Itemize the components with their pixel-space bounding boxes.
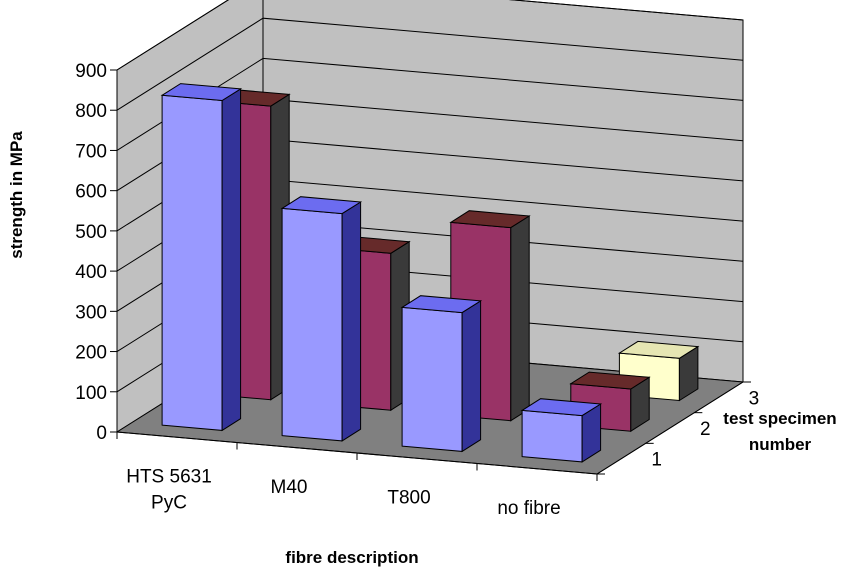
bar-top [617,340,700,359]
y-tick-label: 900 [75,61,107,82]
depth-tick-label: 2 [700,419,711,440]
bar-front [281,207,343,442]
axes [110,69,751,481]
bar-top [569,371,651,390]
y-tick-label: 500 [75,222,107,243]
depth-tick-label: 1 [651,450,662,471]
y-tick-label: 600 [75,182,107,203]
bar-top [400,295,483,314]
y-tick-label: 400 [75,262,107,283]
bar-top [160,83,243,102]
bar-side [461,299,482,453]
gridline [116,17,744,111]
bar-1-0 [160,83,243,432]
bars [160,83,700,463]
y-tick-label: 800 [75,101,107,122]
bar-1-1 [280,196,363,442]
y-tick-label: 200 [75,343,107,364]
y-axis-title: strength in MPa [7,131,26,259]
bar-side [510,215,530,422]
bar-side [341,201,362,442]
x-category-label: PyC [151,492,187,513]
bar-top [449,210,531,229]
bar-front [401,306,463,452]
y-tick-label: 0 [96,423,107,444]
gridline [116,0,744,71]
bar-top [280,196,363,215]
bar-top [520,398,603,417]
y-tick-label: 300 [75,302,107,323]
bar-1-3 [520,398,603,463]
x-axis-title: fibre description [285,548,418,567]
bar-side [221,87,242,432]
bar-front [161,94,223,431]
depth-axis-title: test specimen number [723,409,836,454]
y-tick-label: 100 [75,383,107,404]
x-category-label: T800 [387,487,430,508]
x-category-label: M40 [271,477,308,498]
x-category-label: no fibre [497,498,560,519]
labels: 0 100 200 300 400 500 600 700 800 900 HTS 5631 PyC M… [75,61,836,519]
bar-front [521,409,583,463]
x-category-label: HTS 5631 [126,466,212,487]
y-tick-label: 700 [75,141,107,162]
bar-1-2 [400,295,483,453]
depth-axis-line [596,381,744,475]
depth-tick-label: 3 [749,388,760,409]
